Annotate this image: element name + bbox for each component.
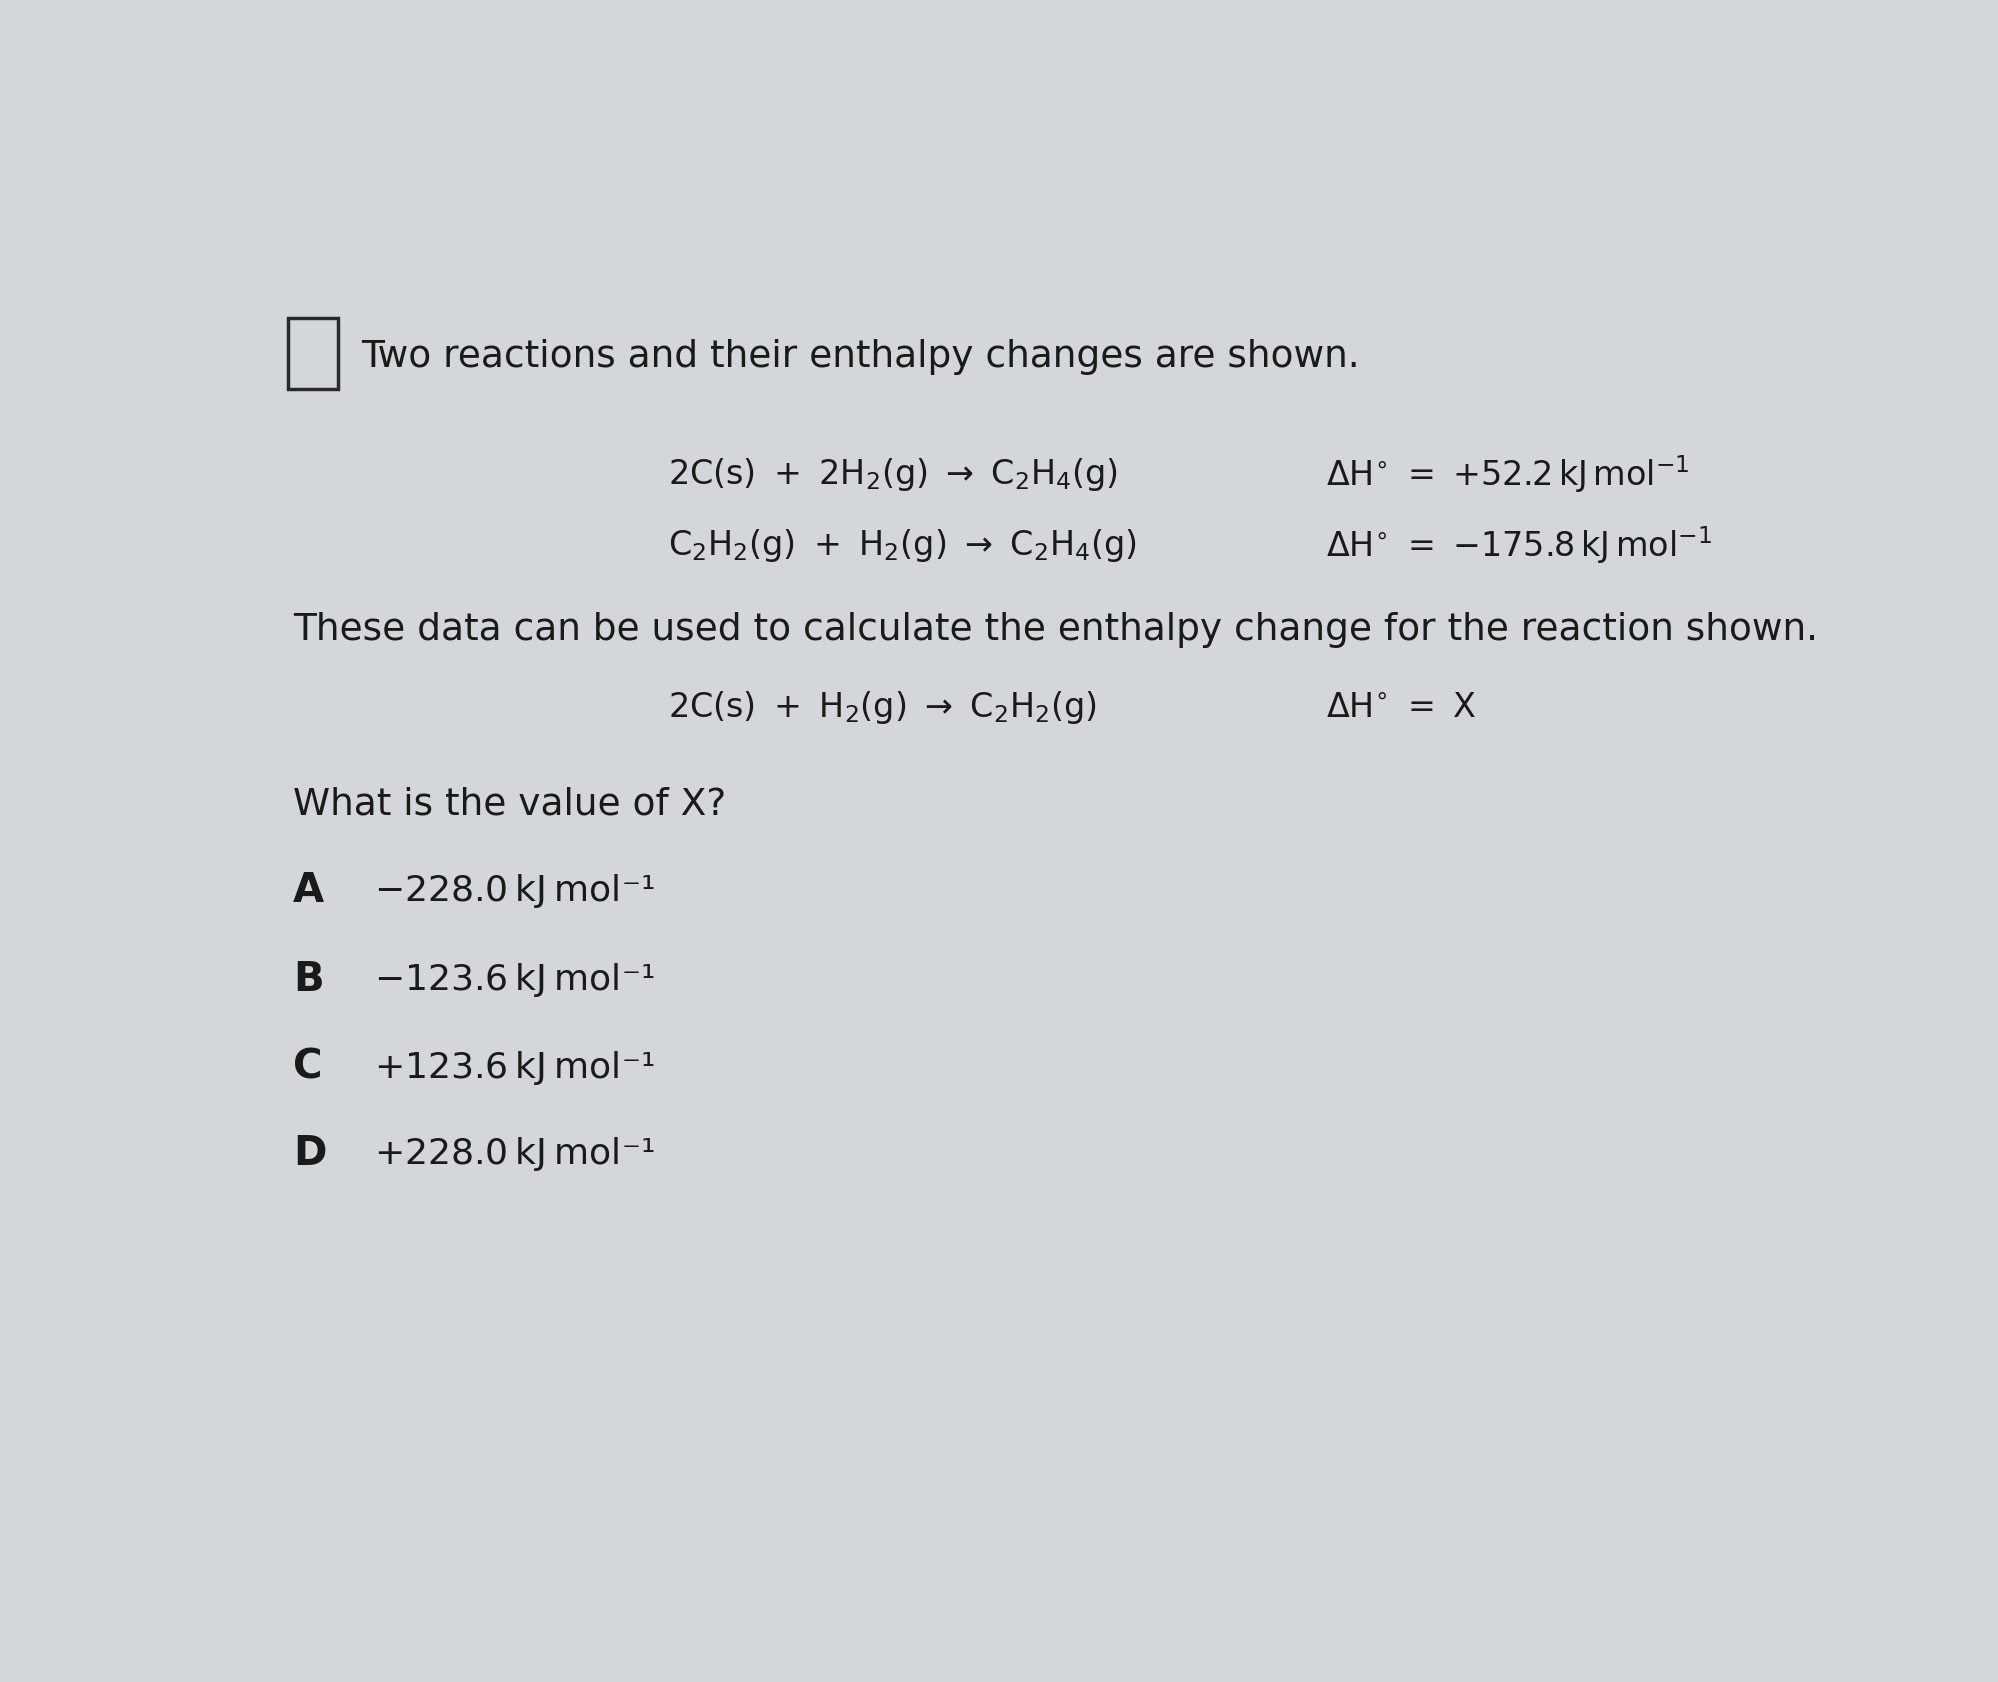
- Text: $\mathdefault{2C(s)\ +\ H_2(g)\ \rightarrow\ C_2H_2(g)}$: $\mathdefault{2C(s)\ +\ H_2(g)\ \rightar…: [667, 688, 1097, 725]
- Text: Two reactions and their enthalpy changes are shown.: Two reactions and their enthalpy changes…: [362, 340, 1361, 375]
- Text: $\mathdefault{2C(s)\ +\ 2H_2(g)\ \rightarrow\ C_2H_4(g)}$: $\mathdefault{2C(s)\ +\ 2H_2(g)\ \righta…: [667, 456, 1117, 493]
- Text: D: D: [294, 1134, 326, 1174]
- Text: B: B: [294, 959, 324, 999]
- Text: $\mathdefault{+228.0 kJ mol⁻¹}$: $\mathdefault{+228.0 kJ mol⁻¹}$: [374, 1135, 653, 1172]
- Text: $\mathdefault{\Delta H^{\circ}\ =\ {+}52.2\,kJ\,mol^{-1}}$: $\mathdefault{\Delta H^{\circ}\ =\ {+}52…: [1327, 452, 1690, 495]
- Text: $\mathdefault{C_2H_2(g)\ +\ H_2(g)\ \rightarrow\ C_2H_4(g)}$: $\mathdefault{C_2H_2(g)\ +\ H_2(g)\ \rig…: [667, 526, 1137, 563]
- Text: $\mathdefault{+123.6 kJ mol⁻¹}$: $\mathdefault{+123.6 kJ mol⁻¹}$: [374, 1048, 653, 1087]
- Text: $\mathdefault{\Delta H^{\circ}\ =\ X}$: $\mathdefault{\Delta H^{\circ}\ =\ X}$: [1327, 690, 1477, 723]
- Text: $\mathdefault{-228.0 kJ mol⁻¹}$: $\mathdefault{-228.0 kJ mol⁻¹}$: [374, 871, 653, 910]
- Text: These data can be used to calculate the enthalpy change for the reaction shown.: These data can be used to calculate the …: [294, 611, 1818, 648]
- Bar: [288, 318, 338, 390]
- Text: A: A: [294, 871, 324, 912]
- Text: What is the value of X?: What is the value of X?: [294, 785, 727, 822]
- Text: $\mathdefault{-123.6 kJ mol⁻¹}$: $\mathdefault{-123.6 kJ mol⁻¹}$: [374, 960, 653, 997]
- Text: C: C: [294, 1046, 322, 1087]
- Text: $\mathdefault{\Delta H^{\circ}\ =\ {-}175.8\,kJ\,mol^{-1}}$: $\mathdefault{\Delta H^{\circ}\ =\ {-}17…: [1327, 525, 1712, 565]
